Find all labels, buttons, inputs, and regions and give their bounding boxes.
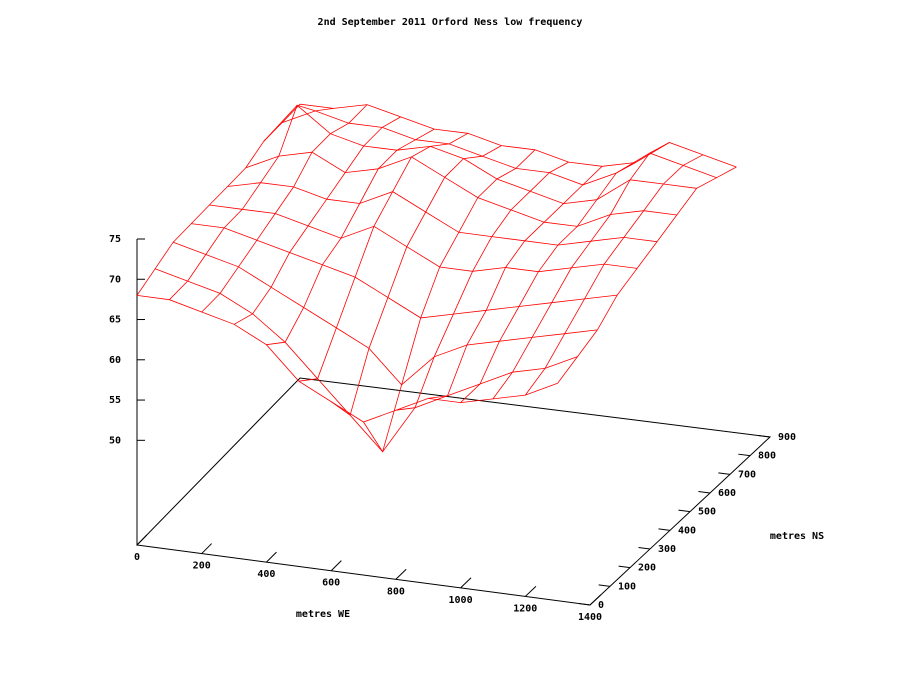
x-tick (201, 543, 212, 554)
y-tick-label: 400 (678, 525, 696, 536)
z-tick-label: 75 (109, 234, 121, 245)
z-tick-label: 65 (109, 315, 121, 326)
mesh-line-x (136, 295, 558, 423)
x-tick (266, 551, 277, 563)
chart-title: 2nd September 2011 Orford Ness low frequ… (318, 17, 583, 28)
y-tick-label: 700 (738, 469, 756, 480)
x-tick-label: 1400 (578, 612, 602, 623)
y-tick-label: 800 (758, 451, 776, 462)
mesh-line-y (492, 142, 670, 400)
y-tick (758, 435, 771, 438)
y-tick-label: 200 (638, 563, 656, 574)
z-tick-label: 50 (109, 435, 121, 446)
mesh-line-y (233, 116, 401, 325)
x-tick-label: 0 (134, 552, 140, 563)
mesh-line-x (154, 268, 578, 453)
mesh-line-y (557, 166, 737, 384)
mesh-line-x (191, 223, 618, 319)
z-tick-label: 70 (109, 274, 121, 285)
y-tick-label: 300 (658, 544, 676, 555)
x-tick (589, 594, 602, 606)
mesh-line-y (428, 166, 603, 399)
mesh-line-y (136, 103, 301, 296)
mesh-line-x (263, 104, 697, 205)
base-frame (135, 377, 772, 606)
x-tick (524, 585, 537, 597)
x-tick-label: 200 (193, 561, 211, 572)
y-tick-label: 0 (598, 600, 604, 611)
z-tick-label: 60 (109, 355, 121, 366)
mesh-line-y (201, 104, 368, 313)
y-tick (638, 547, 651, 550)
y-tick-label: 600 (718, 488, 736, 499)
y-tick (738, 453, 751, 457)
mesh-line-y (395, 161, 569, 411)
mesh-line-x (173, 241, 598, 386)
x-axis-label: metres WE (296, 609, 350, 620)
y-tick (698, 491, 711, 494)
mesh-line-y (298, 132, 469, 382)
x-tick (460, 577, 472, 589)
mesh-line-x (281, 110, 717, 186)
mesh-line-y (524, 154, 704, 396)
mesh-line-y (169, 104, 334, 300)
y-tick-label: 100 (618, 581, 636, 592)
y-tick-label: 900 (778, 432, 796, 443)
mesh-line-x (227, 182, 658, 246)
y-tick (658, 528, 671, 531)
y-tick (618, 565, 631, 569)
x-tick (395, 568, 407, 580)
z-tick-label: 55 (109, 395, 121, 406)
y-tick (718, 472, 731, 475)
mesh-line-x (245, 151, 677, 227)
x-tick-label: 400 (257, 569, 275, 580)
y-tick (678, 509, 691, 513)
x-tick-label: 800 (387, 586, 405, 597)
y-tick-label: 500 (698, 507, 716, 518)
x-tick (330, 560, 342, 572)
mesh-line-x (299, 103, 737, 168)
mesh-line-y (330, 145, 502, 416)
mesh-line-x (209, 204, 638, 273)
x-tick (136, 534, 148, 546)
y-tick (598, 584, 611, 587)
mesh-line-y (460, 162, 636, 403)
mesh-line-y (266, 128, 435, 346)
x-tick-label: 1200 (513, 603, 537, 614)
y-axis-label: metres NS (770, 531, 824, 542)
x-tick-label: 600 (322, 578, 340, 589)
y-tick (578, 603, 591, 606)
mesh-line-y (363, 149, 536, 453)
x-tick-label: 1000 (449, 595, 473, 606)
